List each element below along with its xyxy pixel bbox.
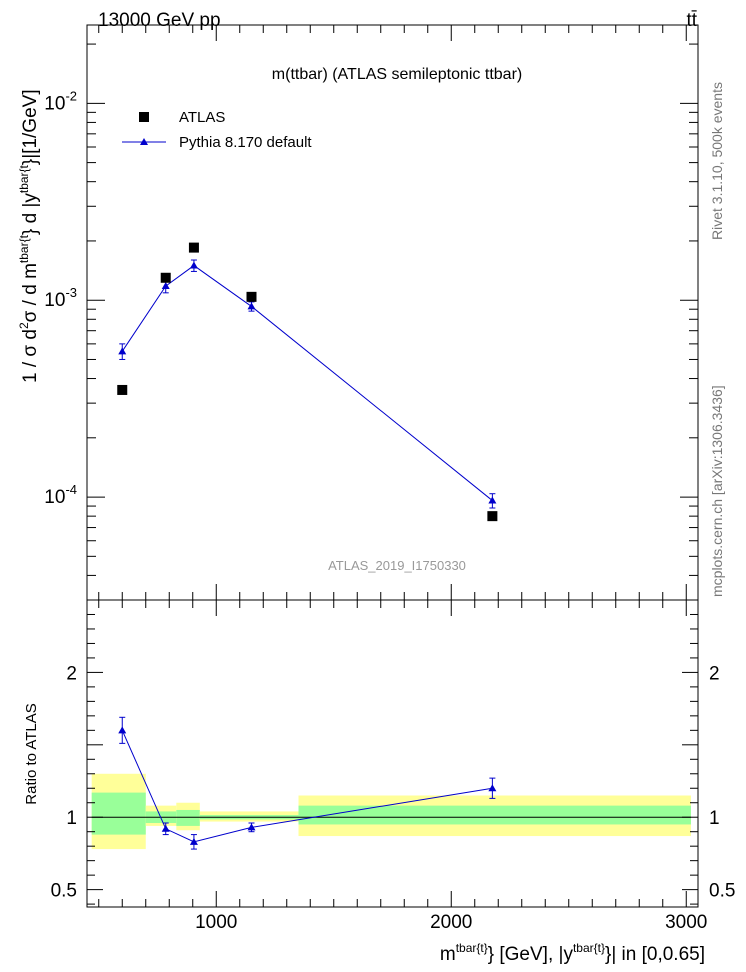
- legend-atlas-label: ATLAS: [179, 109, 225, 126]
- ratio-band-inner: [91, 792, 146, 835]
- mc-line: [121, 264, 493, 501]
- rivet-side-label: Rivet 3.1.10, 500k events: [709, 82, 725, 240]
- ratio-xtick-label: 3000: [665, 912, 707, 933]
- main-ytick-label: 10-3: [44, 285, 77, 311]
- xlabel: mtbar{t}} [GeV], |ytbar{t}}| in [0,0.65]: [440, 941, 705, 965]
- ratio-bands: [91, 773, 691, 850]
- data-point: [117, 384, 128, 395]
- mcplots-side-label: mcplots.cern.ch [arXiv:1306.3436]: [709, 385, 725, 597]
- ratio-mc-point: [247, 823, 256, 831]
- ratio-xtick-label: 2000: [430, 912, 472, 933]
- ratio-ytick-label-right: 1: [709, 808, 720, 829]
- main-series: [117, 242, 498, 522]
- ratio-mc-point: [488, 784, 497, 792]
- legend-pythia-label: Pythia 8.170 default: [179, 134, 312, 151]
- ratio-series: [118, 716, 497, 850]
- energy-label: 13000 GeV pp: [98, 10, 221, 31]
- watermark: ATLAS_2019_I1750330: [328, 558, 466, 573]
- data-point: [487, 511, 498, 522]
- ratio-xtick-label: 1000: [195, 912, 237, 933]
- ratio-ylabel: Ratio to ATLAS: [23, 703, 40, 804]
- ratio-panel-frame: [86, 599, 699, 908]
- data-point: [160, 272, 171, 283]
- main-ytick-label: 10-2: [44, 88, 77, 114]
- ratio-ytick-label-left: 0.5: [51, 881, 77, 902]
- plot-title: m(ttbar) (ATLAS semileptonic ttbar): [272, 66, 522, 83]
- legend-pythia-marker: [140, 138, 148, 145]
- mc-point: [488, 496, 497, 504]
- ratio-ytick-label-right: 0.5: [709, 881, 735, 902]
- ratio-band-inner: [298, 805, 691, 825]
- data-point: [188, 242, 199, 253]
- legend: ATLAS Pythia 8.170 default: [122, 109, 312, 151]
- mc-point: [247, 302, 256, 310]
- legend-atlas-marker: [139, 112, 149, 122]
- data-point: [246, 291, 257, 302]
- mc-point: [189, 261, 198, 269]
- ratio-mc-point: [161, 824, 170, 832]
- ratio-mc-point: [189, 837, 198, 845]
- ratio-mc-point: [118, 726, 127, 734]
- mc-point: [161, 282, 170, 290]
- process-label: tt̄: [686, 10, 697, 31]
- ratio-ytick-label-left: 1: [66, 808, 77, 829]
- main-ytick-label: 10-4: [44, 482, 77, 508]
- ratio-ytick-label-left: 2: [66, 663, 77, 684]
- ratio-band-inner: [176, 809, 200, 826]
- main-ylabel: 1 / σ d2σ / d mtbar{t} d |ytbar{t}|[1/Ge…: [17, 89, 41, 383]
- mc-point: [118, 347, 127, 355]
- ratio-ytick-label-right: 2: [709, 663, 720, 684]
